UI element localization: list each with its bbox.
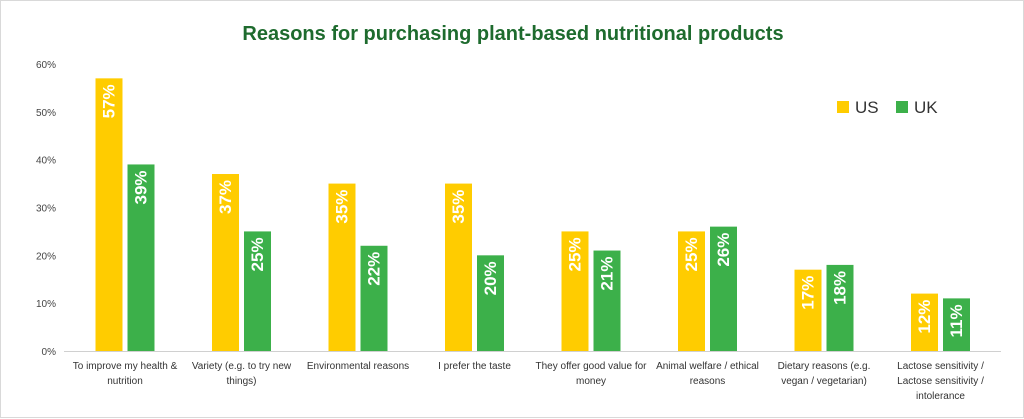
y-tick-label: 10% [36,299,56,310]
legend-swatch-uk [896,101,908,113]
data-label-us: 12% [915,300,934,334]
x-tick-label: intolerance [916,391,965,402]
x-tick-label: To improve my health & [73,361,178,372]
x-tick-label: Lactose sensitivity / [897,361,984,372]
x-tick-label: Dietary reasons (e.g. [778,361,871,372]
x-tick-label: I prefer the taste [438,361,511,372]
x-tick-label: money [576,376,606,387]
bar-us [678,231,705,351]
bar-uk [710,226,737,351]
data-label-uk: 22% [365,252,384,286]
y-tick-label: 0% [42,347,57,358]
legend-label-uk: UK [914,98,938,117]
data-label-uk: 21% [598,257,617,291]
y-tick-label: 30% [36,204,56,215]
bar-uk [127,164,155,351]
bar-uk [943,298,970,351]
bar-us [445,183,472,351]
data-label-us: 25% [682,237,701,271]
data-label-uk: 20% [481,261,500,295]
x-tick-label: Animal welfare / ethical [656,361,759,372]
bar-us [328,183,356,351]
x-tick-label: They offer good value for [536,361,648,372]
x-tick-label: nutrition [107,376,143,387]
bar-us [561,231,589,351]
data-label-us: 35% [449,190,468,224]
data-label-us: 57% [100,84,119,118]
bar-us [911,293,938,351]
x-tick-label: vegan / vegetarian) [781,376,867,387]
bar-uk [826,264,854,351]
x-tick-label: Environmental reasons [307,361,409,372]
x-tick-label: Lactose sensitivity / [897,376,984,387]
bar-uk [477,255,504,351]
data-label-us: 37% [216,180,235,214]
y-tick-label: 50% [36,108,56,119]
bar-us [212,174,239,351]
y-tick-label: 60% [36,60,56,71]
data-label-uk: 25% [248,237,267,271]
data-label-uk: 39% [132,170,151,204]
y-tick-label: 20% [36,251,56,262]
legend-label-us: US [855,98,879,117]
data-label-us: 35% [333,190,352,224]
bar-us [95,78,123,351]
bar-us [794,269,822,351]
data-label-uk: 11% [947,304,966,337]
x-tick-label: reasons [690,376,726,387]
chart-title: Reasons for purchasing plant-based nutri… [242,23,784,45]
legend-swatch-us [837,101,849,113]
data-label-us: 17% [799,276,818,310]
data-label-uk: 26% [714,233,733,267]
data-label-uk: 18% [831,271,850,305]
x-tick-label: things) [226,376,256,387]
x-tick-label: Variety (e.g. to try new [192,361,292,372]
y-tick-label: 40% [36,156,56,167]
bar-uk [244,231,271,351]
bar-uk [360,245,388,351]
data-label-us: 25% [566,237,585,271]
bar-uk [593,250,621,351]
